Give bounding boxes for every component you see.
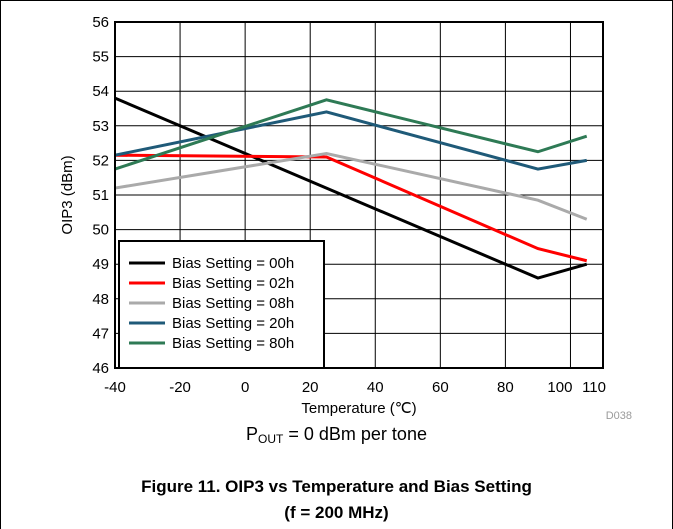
- y-tick-label: 48: [92, 291, 109, 308]
- condition-subscript: OUT: [258, 432, 284, 446]
- legend: Bias Setting = 00h Bias Setting = 02h Bias…: [118, 240, 325, 369]
- test-condition: POUT = 0 dBm per tone: [0, 424, 673, 446]
- y-axis-label: OIP3 (dBm): [59, 155, 76, 234]
- x-tick-label: 110: [582, 379, 606, 396]
- x-tick-label: 40: [367, 379, 384, 396]
- series-lines: [114, 96, 588, 280]
- condition-prefix: P: [246, 424, 259, 444]
- legend-entry: Bias Setting = 20h: [172, 315, 294, 332]
- condition-text: = 0 dBm per tone: [283, 424, 427, 444]
- x-tick-label: -40: [104, 379, 126, 396]
- x-axis-label: Temperature (℃): [301, 400, 416, 417]
- y-tick-label: 52: [92, 152, 109, 169]
- series-line-4: [114, 98, 588, 171]
- caption-line-1: Figure 11. OIP3 vs Temperature and Bias …: [141, 477, 532, 496]
- y-tick-label: 55: [92, 49, 109, 66]
- x-tick-label: 100: [547, 379, 572, 396]
- y-tick-label: 49: [92, 256, 109, 273]
- y-tick-label: 51: [92, 187, 109, 204]
- y-tick-label: 50: [92, 222, 109, 239]
- tick-labels: -40 -20 0 20 40 60 80 100 110 46 47 48 49 50 51 52 53 54 5…: [92, 14, 606, 396]
- series-line-2: [114, 151, 588, 221]
- figure-caption: Figure 11. OIP3 vs Temperature and Bias …: [0, 474, 673, 526]
- x-tick-label: 60: [432, 379, 449, 396]
- x-tick-label: 20: [302, 379, 319, 396]
- legend-entry: Bias Setting = 08h: [172, 295, 294, 312]
- figure-code: D038: [606, 410, 632, 422]
- series-line-1: [114, 153, 588, 263]
- legend-entry: Bias Setting = 02h: [172, 275, 294, 292]
- caption-line-2: (f = 200 MHz): [284, 503, 389, 522]
- y-tick-label: 54: [92, 83, 109, 100]
- series-line-0: [114, 96, 588, 280]
- y-tick-label: 53: [92, 118, 109, 135]
- legend-entry: Bias Setting = 00h: [172, 255, 294, 272]
- y-tick-label: 47: [92, 325, 109, 342]
- x-tick-label: -20: [169, 379, 191, 396]
- x-tick-label: 80: [497, 379, 514, 396]
- y-tick-label: 56: [92, 14, 109, 31]
- y-tick-label: 46: [92, 360, 109, 377]
- x-tick-label: 0: [241, 379, 249, 396]
- plot-area-border: [114, 21, 604, 369]
- legend-entry: Bias Setting = 80h: [172, 335, 294, 352]
